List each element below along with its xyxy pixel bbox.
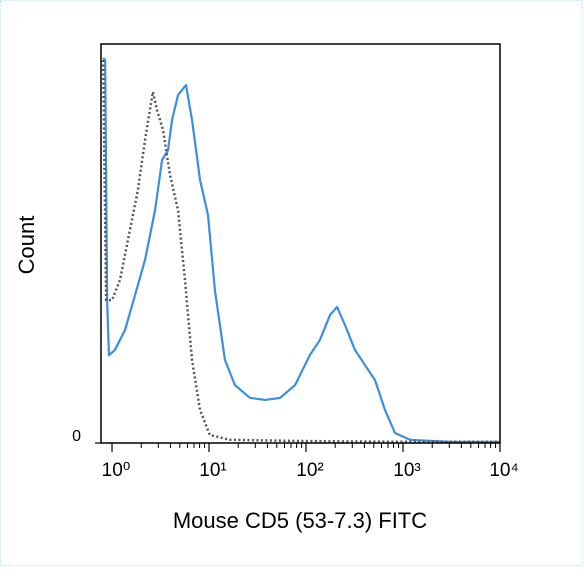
x-axis-title: Mouse CD5 (53-7.3) FITC xyxy=(173,508,427,533)
x-tick-label: 10² xyxy=(296,460,323,481)
page-border xyxy=(0,0,583,566)
histogram-line xyxy=(101,59,500,444)
x-tick-label: 10¹ xyxy=(199,460,226,481)
histogram-line xyxy=(102,57,500,443)
x-tick-label: 10⁰ xyxy=(102,460,131,481)
y-tick-label: 0 xyxy=(72,428,81,445)
x-tick-label: 10³ xyxy=(393,460,420,481)
x-tick-label: 10⁴ xyxy=(489,460,518,481)
y-axis-title: Count xyxy=(14,216,39,275)
plot-frame xyxy=(100,43,501,444)
